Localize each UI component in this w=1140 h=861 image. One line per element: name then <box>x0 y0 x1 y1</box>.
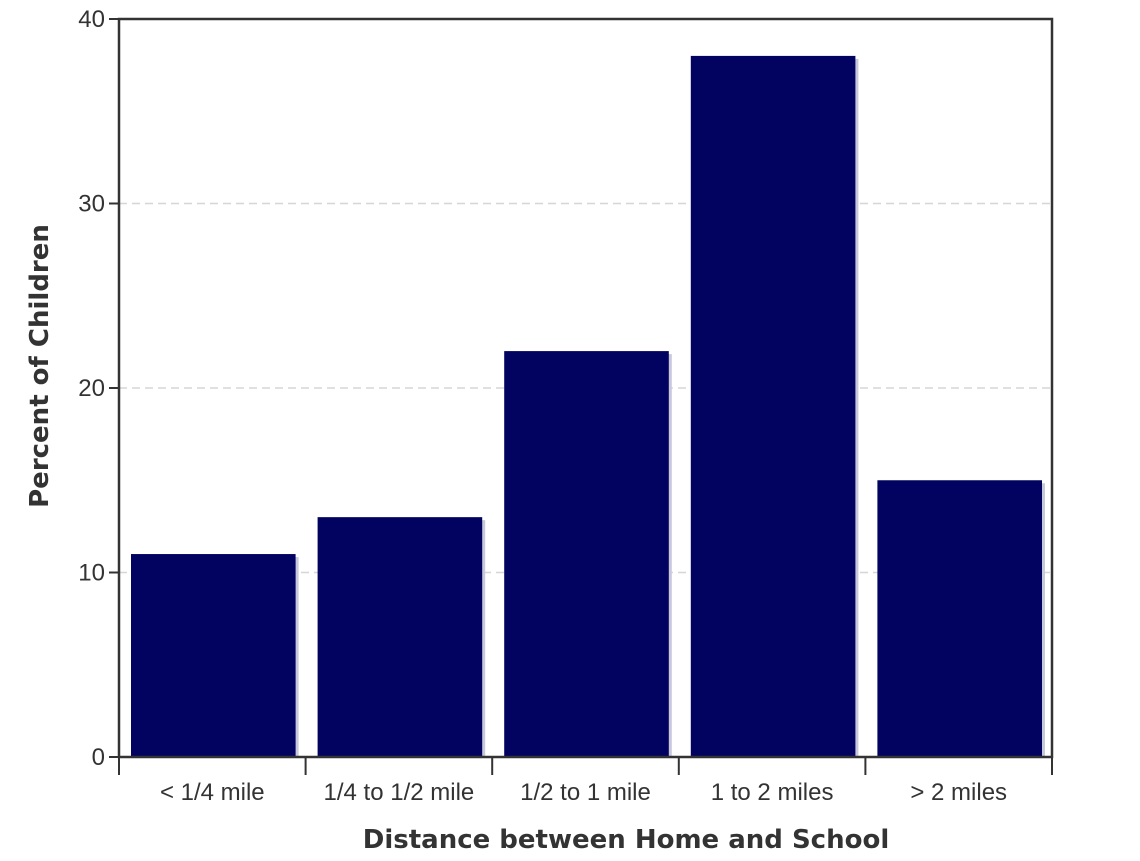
bar <box>504 351 669 757</box>
x-axis: < 1/4 mile 1/4 to 1/2 mile 1/2 to 1 mile 1 … <box>118 757 1053 806</box>
y-tick-label: 30 <box>78 191 105 218</box>
y-tick-label: 20 <box>78 375 105 402</box>
bar <box>877 480 1042 757</box>
x-axis-title: Distance between Home and School <box>363 825 889 855</box>
y-tick-label: 0 <box>92 744 105 771</box>
y-axis-title: Percent of Children <box>25 224 55 508</box>
x-tick-label: 1 to 2 miles <box>711 779 834 806</box>
x-tick-label: < 1/4 mile <box>160 779 265 806</box>
y-tick-label: 40 <box>78 6 105 33</box>
bar <box>690 55 856 757</box>
bar <box>317 517 483 757</box>
x-tick-label: 1/4 to 1/2 mile <box>324 779 475 806</box>
y-axis: 0 10 20 30 40 <box>78 6 119 771</box>
bars <box>131 55 1045 757</box>
x-tick-label: 1/2 to 1 mile <box>520 779 651 806</box>
y-tick-label: 10 <box>78 560 105 587</box>
x-tick-label: > 2 miles <box>910 779 1007 806</box>
bar <box>131 554 296 757</box>
